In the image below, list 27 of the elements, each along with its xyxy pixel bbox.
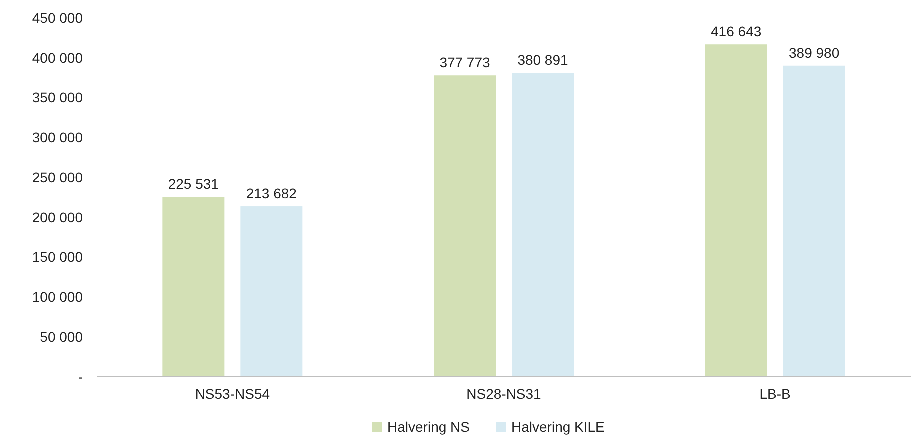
y-tick-label: 200 000 <box>32 209 84 226</box>
x-tick-label: NS53-NS54 <box>195 386 270 402</box>
data-label: 377 773 <box>440 54 491 71</box>
legend-label: Halvering KILE <box>512 419 605 435</box>
data-label: 213 682 <box>246 186 298 202</box>
y-tick-label: - <box>78 368 84 385</box>
y-tick-label: 350 000 <box>32 90 84 106</box>
bar <box>783 66 846 377</box>
y-tick-label: 150 000 <box>32 249 84 266</box>
y-tick-label: 50 000 <box>40 329 84 346</box>
data-label: 380 891 <box>518 52 569 68</box>
y-tick-label: 250 000 <box>32 169 84 186</box>
x-tick-label: LB-B <box>760 386 791 402</box>
data-label: 225 531 <box>168 176 220 192</box>
x-tick-label: NS28-NS31 <box>466 386 542 402</box>
bar <box>705 44 768 377</box>
y-tick-label: 100 000 <box>32 289 84 306</box>
bar <box>240 206 303 377</box>
legend-label: Halvering NS <box>388 419 470 435</box>
bar <box>162 197 225 377</box>
y-tick-label: 400 000 <box>32 50 84 66</box>
y-tick-label: 300 000 <box>32 130 84 146</box>
data-label: 416 643 <box>711 24 762 40</box>
bar <box>512 73 574 377</box>
y-tick-label: 450 000 <box>32 10 84 26</box>
bar <box>434 76 496 377</box>
data-label: 389 980 <box>789 44 840 61</box>
